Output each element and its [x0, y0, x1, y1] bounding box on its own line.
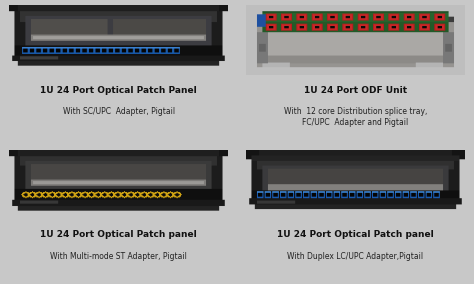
Text: 1U 24 Port ODF Unit: 1U 24 Port ODF Unit	[304, 86, 407, 95]
Text: 1U 24 Port Optical Patch panel: 1U 24 Port Optical Patch panel	[40, 230, 197, 239]
Text: With SC/UPC  Adapter, Pigtail: With SC/UPC Adapter, Pigtail	[63, 107, 174, 116]
Text: With  12 core Distribution splice tray,
FC/UPC  Adapter and Pigtail: With 12 core Distribution splice tray, F…	[284, 107, 427, 127]
Text: With Duplex LC/UPC Adapter,Pigtail: With Duplex LC/UPC Adapter,Pigtail	[287, 252, 423, 261]
Text: 1U 24 Port Optical Patch Panel: 1U 24 Port Optical Patch Panel	[40, 86, 197, 95]
Text: With Multi-mode ST Adapter, Pigtail: With Multi-mode ST Adapter, Pigtail	[50, 252, 187, 261]
Text: 1U 24 Port Optical Patch panel: 1U 24 Port Optical Patch panel	[277, 230, 434, 239]
